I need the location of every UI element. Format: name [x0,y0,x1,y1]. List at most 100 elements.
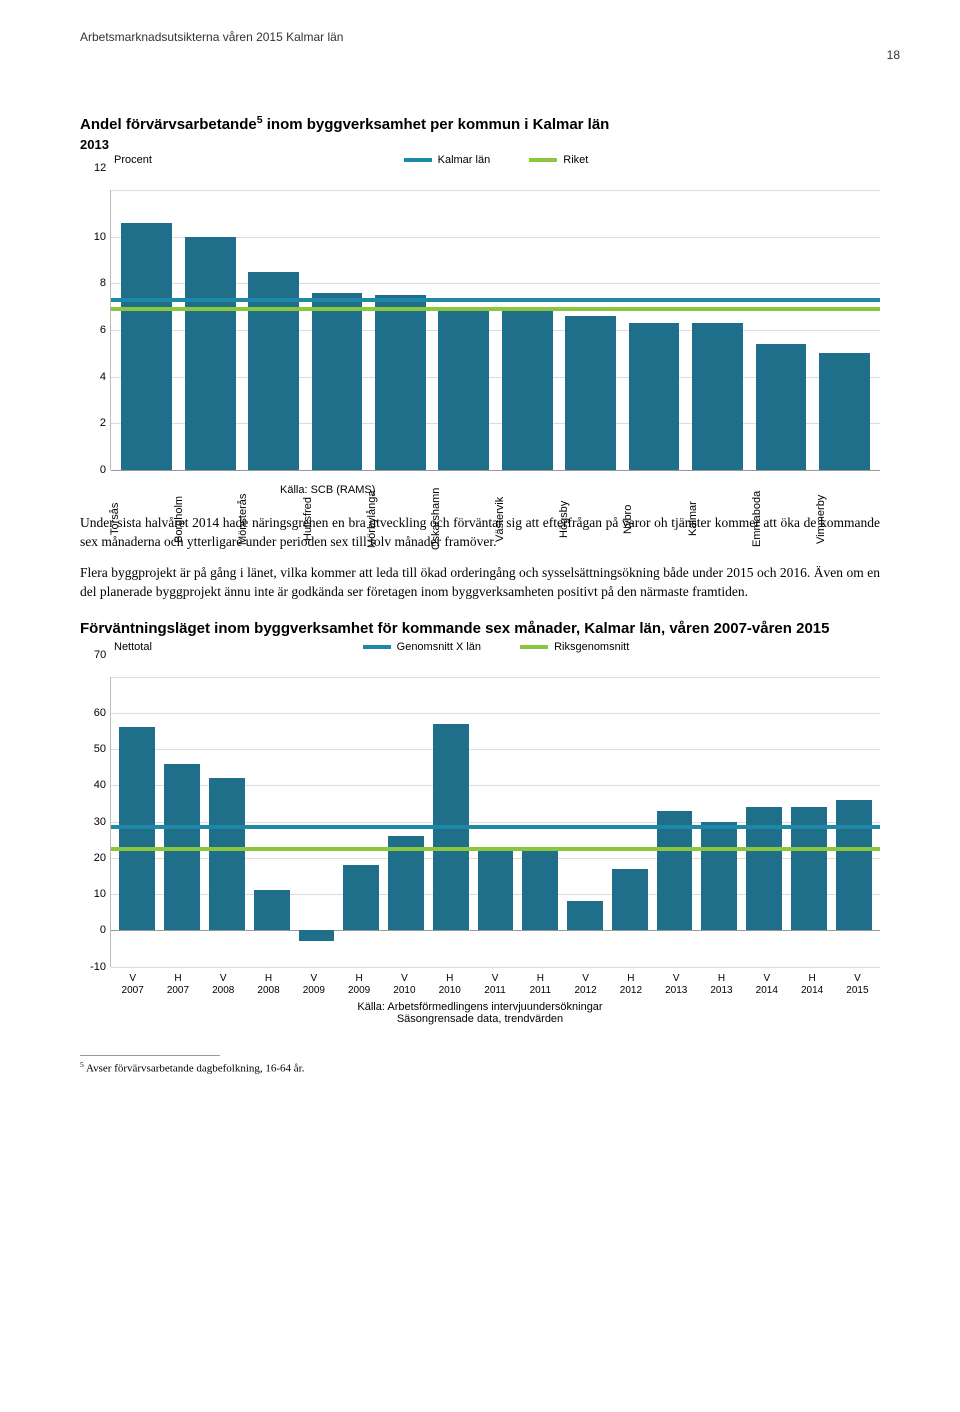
xtick-label: H2010 [427,973,472,997]
running-header: Arbetsmarknadsutsikterna våren 2015 Kalm… [80,30,880,44]
xtick-label: Emmaboda [752,474,816,564]
bar [559,190,622,470]
ytick-label: 0 [100,924,106,936]
page-number: 18 [887,48,900,62]
chart1-year: 2013 [80,137,880,152]
chart1-xaxis: TorsåsBorgholmMönsteråsHultsfredMörbylån… [110,474,880,564]
xtick-label: V2015 [835,973,880,997]
bar [622,190,685,470]
ytick-label: 6 [100,324,106,336]
xtick-label: H2014 [789,973,834,997]
chart2-xaxis: V2007H2007V2008H2008V2009H2009V2010H2010… [110,973,880,997]
chart1-yaxis: 0246810 [80,190,110,470]
bar [831,677,876,967]
xtick-label: V2007 [110,973,155,997]
ytick-label: 40 [94,779,106,791]
chart2-plot [110,677,880,967]
ytick-label: 10 [94,888,106,900]
bar [178,190,241,470]
bar [115,190,178,470]
chart1-title: Andel förvärvsarbetande5 inom byggverksa… [80,114,880,133]
bar [652,677,697,967]
bar [697,677,742,967]
bar [563,677,608,967]
chart1-bars [111,190,880,470]
ytick-label: 4 [100,371,106,383]
xtick-label: H2008 [246,973,291,997]
bar [384,677,429,967]
xtick-label: Västervik [495,474,559,564]
bar [496,190,559,470]
xtick-label: Borgholm [174,474,238,564]
xtick-label: V2012 [563,973,608,997]
bar [339,677,384,967]
footnote-separator [80,1055,220,1056]
bar [428,677,473,967]
chart1-title-prefix: Andel förvärvsarbetande [80,116,257,133]
ytick-label: -10 [90,961,106,973]
xtick-label: Mörbylånga [367,474,431,564]
chart2-source: Källa: Arbetsförmedlingens intervjuunder… [80,1001,880,1025]
xtick-label: V2014 [744,973,789,997]
bar [242,190,305,470]
xtick-label: V2008 [201,973,246,997]
xtick-label: Kalmar [688,474,752,564]
chart2-bars [111,677,880,967]
legend-swatch-icon [363,645,391,649]
chart2-legend-a: Genomsnitt X län [363,641,481,653]
ytick-label: 20 [94,852,106,864]
xtick-label: H2009 [336,973,381,997]
xtick-label: Hultsfred [303,474,367,564]
bar [115,677,160,967]
bar [749,190,812,470]
bar [518,677,563,967]
ytick-label: 0 [100,464,106,476]
footnote: 5 Avser förvärvsarbetande dagbefolkning,… [80,1060,880,1075]
chart1-title-suffix: inom byggverksamhet per kommun i Kalmar … [263,116,610,133]
bar [432,190,495,470]
ytick-label: 2 [100,417,106,429]
ytick-label: 8 [100,277,106,289]
body-paragraph-2: Flera byggprojekt är på gång i länet, vi… [80,564,880,602]
xtick-label: V2013 [654,973,699,997]
chart1-plot [110,190,880,470]
bar [686,190,749,470]
chart2-legend-b: Riksgenomsnitt [520,641,629,653]
legend-swatch-icon [404,158,432,162]
bar [786,677,831,967]
bar [813,190,876,470]
xtick-label: Mönsterås [238,474,302,564]
ytick-label: 10 [94,231,106,243]
chart2: -100102030405060 V2007H2007V2008H2008V20… [80,677,880,1025]
xtick-label: V2010 [382,973,427,997]
bar [249,677,294,967]
bar [205,677,250,967]
ytick-label: 30 [94,816,106,828]
xtick-label: Torsås [110,474,174,564]
chart1-legend-b: Riket [529,154,588,166]
xtick-label: H2011 [518,973,563,997]
xtick-label: H2012 [608,973,653,997]
ytick-label: 50 [94,743,106,755]
bar [305,190,368,470]
bar [369,190,432,470]
xtick-label: H2013 [699,973,744,997]
bar [473,677,518,967]
chart2-yaxis: -100102030405060 [80,677,110,967]
chart2-title: Förväntningsläget inom byggverksamhet fö… [80,620,880,637]
xtick-label: V2011 [472,973,517,997]
bar [294,677,339,967]
page: Arbetsmarknadsutsikterna våren 2015 Kalm… [0,0,960,1412]
bar [607,677,652,967]
xtick-label: Oskarshamn [431,474,495,564]
footnote-text: Avser förvärvsarbetande dagbefolkning, 1… [84,1062,305,1074]
xtick-label: Vimmerby [816,474,880,564]
legend-swatch-icon [529,158,557,162]
xtick-label: Nybro [623,474,687,564]
xtick-label: Högsby [559,474,623,564]
ytick-label: 60 [94,707,106,719]
bar [742,677,787,967]
chart1-legend-a: Kalmar län [404,154,491,166]
bar [160,677,205,967]
xtick-label: H2007 [155,973,200,997]
